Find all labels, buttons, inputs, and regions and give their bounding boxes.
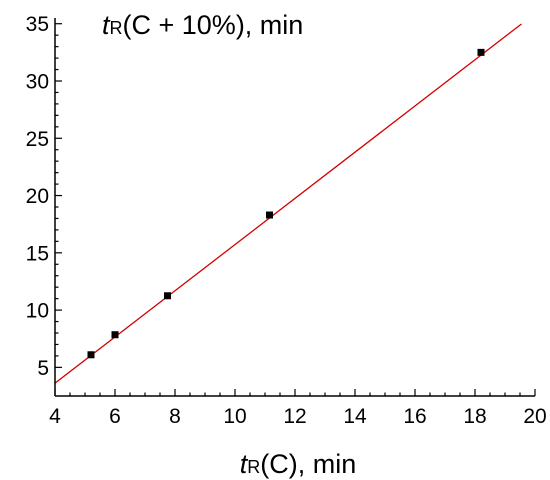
- y-tick-label-20: 20: [26, 185, 49, 208]
- y-ticks: 5 10 15 20 25 30 35: [26, 13, 62, 380]
- x-tick-label-14: 14: [343, 405, 367, 428]
- data-point-5: [477, 48, 485, 56]
- data-point-1: [87, 351, 95, 359]
- x-tick-label-16: 16: [403, 405, 426, 428]
- data-points-layer: [87, 48, 485, 359]
- x-axis-label: tR(C), min: [240, 449, 357, 479]
- data-point-4: [266, 211, 273, 219]
- y-tick-label-30: 30: [26, 71, 49, 94]
- x-tick-label-12: 12: [283, 405, 306, 428]
- y-axis-label-rest: (C + 10%), min: [123, 10, 304, 40]
- y-tick-label-5: 5: [37, 357, 49, 380]
- x-tick-label-10: 10: [223, 405, 246, 428]
- y-tick-label-15: 15: [26, 242, 49, 265]
- x-tick-label-20: 20: [523, 405, 546, 428]
- plot-area: [54, 23, 522, 384]
- x-ticks: 4 6 8 10 12 14 16 18 20: [49, 389, 547, 428]
- y-tick-label-35: 35: [26, 13, 49, 36]
- y-axis-label: tR(C + 10%), min: [102, 10, 303, 40]
- x-tick-label-8: 8: [169, 405, 181, 428]
- data-point-2: [111, 331, 119, 339]
- fit-line: [54, 23, 522, 384]
- axes: 4 6 8 10 12 14 16 18 20 5 10 15 20 25 30 35: [26, 13, 547, 428]
- y-tick-label-25: 25: [26, 128, 49, 151]
- y-tick-label-10: 10: [26, 300, 49, 323]
- x-axis-label-subscript: R: [247, 457, 260, 477]
- y-axis-label-variable: t: [102, 10, 111, 40]
- y-axis-label-subscript: R: [110, 18, 123, 38]
- x-tick-label-4: 4: [49, 405, 61, 428]
- x-tick-label-6: 6: [109, 405, 121, 428]
- x-axis-label-variable: t: [240, 449, 249, 479]
- x-tick-label-18: 18: [463, 405, 486, 428]
- x-axis-label-rest: (C), min: [260, 449, 356, 479]
- fit-line-layer: [54, 23, 522, 384]
- data-point-3: [164, 292, 171, 300]
